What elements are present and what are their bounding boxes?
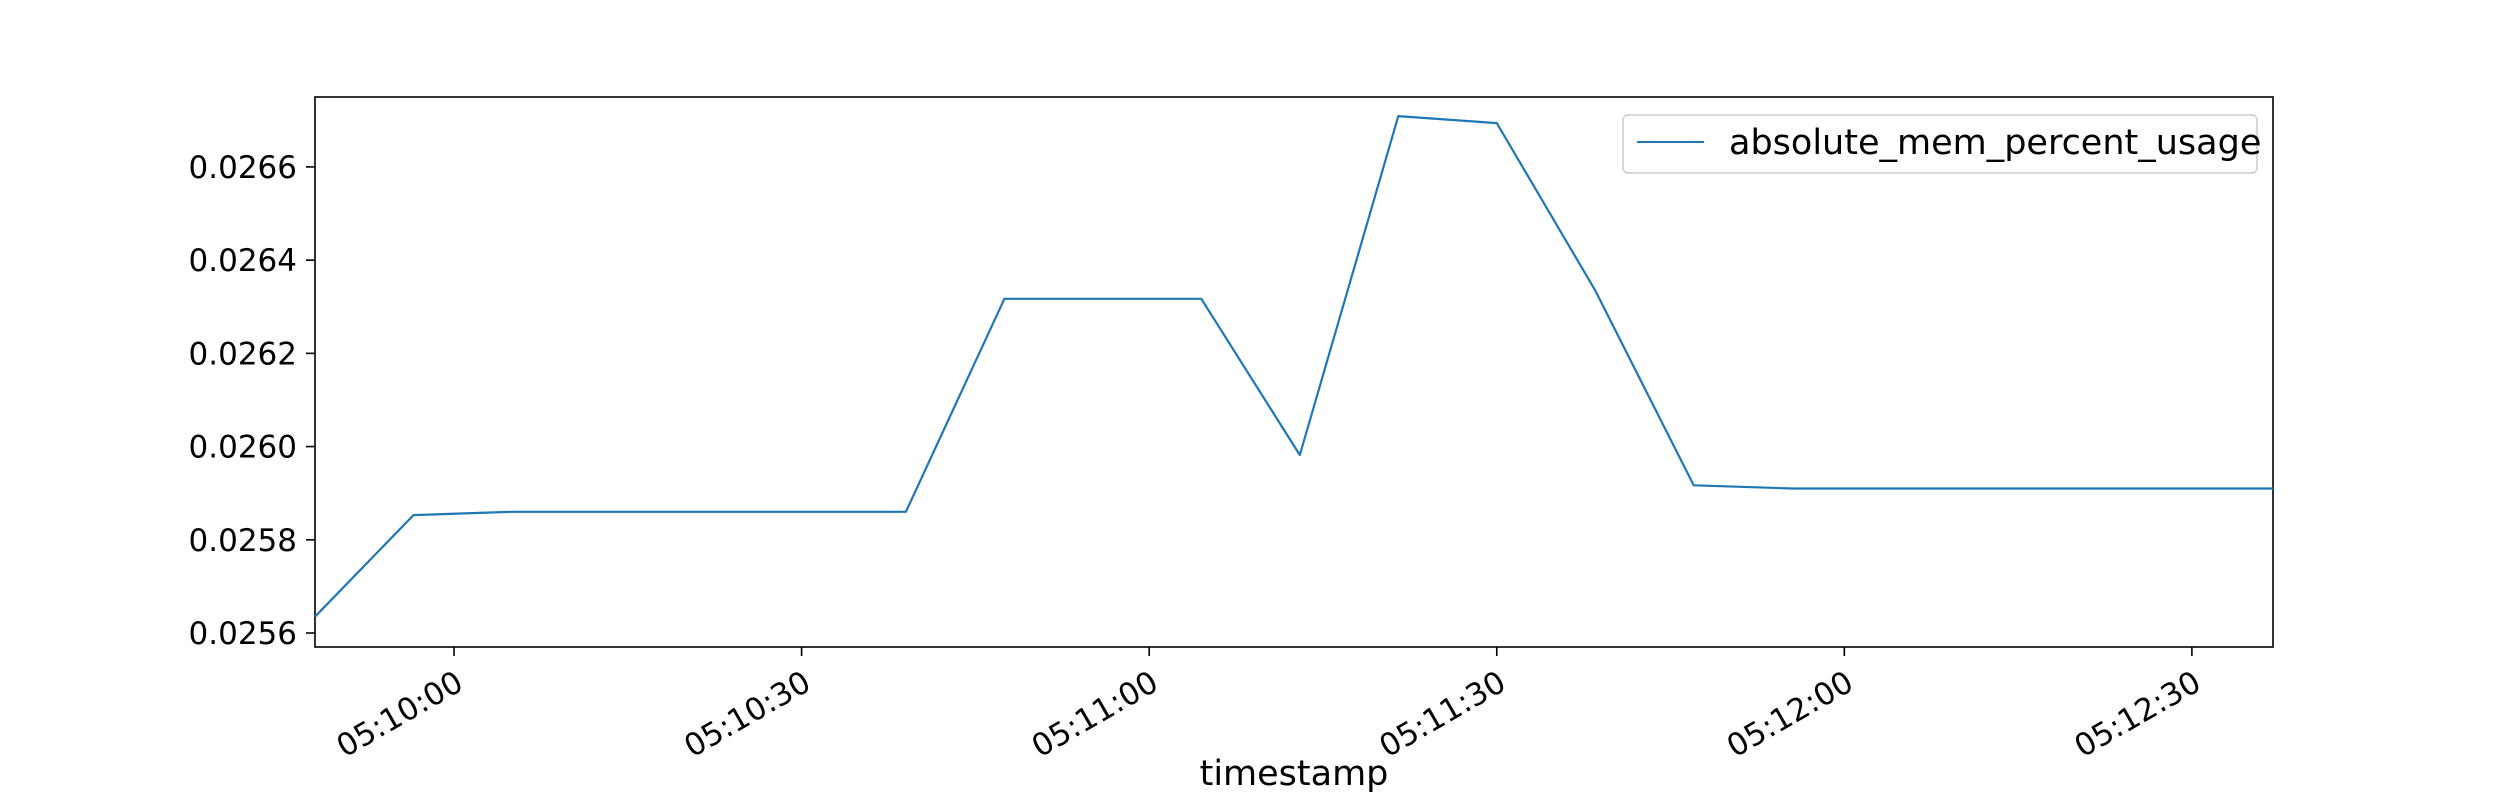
x-tick-label: 05:12:30 [2069,664,2208,765]
x-tick-label: 05:11:30 [1373,664,1512,765]
y-tick-label: 0.0260 [189,430,297,466]
x-axis: 05:10:00 05:10:30 05:11:00 05:11:30 05:12:00… [331,647,2207,765]
y-tick-label: 0.0258 [189,523,297,559]
series-layer [314,114,2273,618]
y-axis: 0.0256 0.0258 0.0260 0.0262 0.0264 0.0266 [189,150,315,652]
x-tick-label: 05:10:30 [678,664,817,765]
legend: absolute_mem_percent_usage [1622,114,2261,174]
x-tick-label: 05:12:00 [1721,664,1860,765]
y-tick-label: 0.0262 [189,336,297,372]
x-tick-label: 05:11:00 [1026,664,1165,765]
y-tick-label: 0.0266 [189,150,297,186]
y-tick-label: 0.0256 [189,616,297,652]
plot-frame [314,96,2274,648]
legend-box [1622,114,2258,174]
series-line [314,114,2273,618]
x-axis-title: timestamp [1200,754,1389,794]
plot-area: 0.0256 0.0258 0.0260 0.0262 0.0264 0.0266 05:… [189,96,2274,765]
x-tick-label: 05:10:00 [331,664,470,765]
legend-label: absolute_mem_percent_usage [1729,123,2261,163]
y-tick-label: 0.0264 [189,243,297,279]
